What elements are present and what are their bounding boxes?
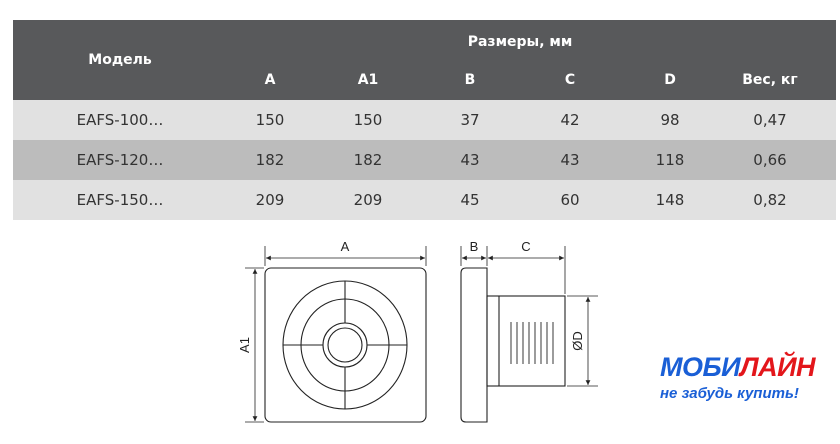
- cell-model: EAFS-150…: [76, 191, 164, 209]
- cell-value: 0,66: [753, 151, 787, 169]
- dimensions-table: Модель Размеры, мм A A1 B C D Вес, кг EA…: [13, 20, 836, 220]
- header-col-weight: Вес, кг: [742, 72, 798, 88]
- cell-value: 0,82: [753, 191, 787, 209]
- side-view: [460, 267, 566, 423]
- cell-value: 60: [560, 191, 580, 209]
- cell-value: 118: [655, 151, 685, 169]
- header-col-b: B: [464, 72, 476, 88]
- cell-value: 209: [255, 191, 285, 209]
- cell-value: 182: [255, 151, 285, 169]
- logo-brand-red: ЛАЙН: [740, 352, 815, 382]
- header-model: Модель: [88, 52, 152, 68]
- label-c: C: [521, 239, 530, 254]
- table-row: EAFS-120… 182 182 43 43 118 0,66: [13, 140, 836, 180]
- header-col-a1: A1: [357, 72, 379, 88]
- cell-value: 0,47: [753, 111, 787, 129]
- label-a1: A1: [237, 337, 252, 353]
- table-header: Модель Размеры, мм A A1 B C D Вес, кг: [13, 20, 836, 100]
- vent-slots: [510, 322, 554, 364]
- logo-brand-blue: МОБИ: [660, 352, 741, 382]
- label-a: A: [341, 239, 350, 254]
- header-dimensions-group: Размеры, мм: [467, 34, 573, 50]
- cell-model: EAFS-100…: [76, 111, 164, 129]
- cell-value: 148: [655, 191, 685, 209]
- mobilain-logo: МОБИЛАЙН не забудь купить!: [660, 352, 840, 402]
- table-row: EAFS-100… 150 150 37 42 98 0,47: [13, 100, 836, 140]
- label-d: ØD: [570, 331, 585, 351]
- logo-brand: МОБИЛАЙН: [660, 352, 840, 383]
- cell-value: 150: [353, 111, 383, 129]
- cell-model: EAFS-120…: [76, 151, 164, 169]
- cell-value: 43: [560, 151, 580, 169]
- header-col-a: A: [264, 72, 276, 88]
- table-row: EAFS-150… 209 209 45 60 148 0,82: [13, 180, 836, 220]
- cell-value: 45: [460, 191, 480, 209]
- dimension-lines: [245, 246, 598, 423]
- logo-slogan: не забудь купить!: [660, 385, 799, 402]
- front-view: [264, 267, 427, 423]
- cell-value: 150: [255, 111, 285, 129]
- cell-value: 37: [460, 111, 480, 129]
- cell-value: 182: [353, 151, 383, 169]
- header-col-c: C: [564, 72, 576, 88]
- header-col-d: D: [664, 72, 676, 88]
- label-b: B: [470, 239, 479, 254]
- cell-value: 42: [560, 111, 580, 129]
- cell-value: 43: [460, 151, 480, 169]
- cell-value: 98: [660, 111, 680, 129]
- cell-value: 209: [353, 191, 383, 209]
